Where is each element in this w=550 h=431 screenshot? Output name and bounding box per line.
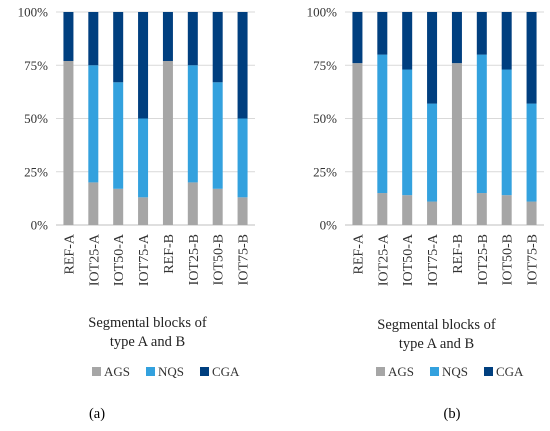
- y-tick-label: 25%: [313, 164, 337, 179]
- x-axis-title: type A and B: [110, 334, 185, 350]
- bar-ags: [476, 193, 487, 225]
- x-axis-title: type A and B: [399, 336, 474, 352]
- bar-nqs: [427, 103, 438, 202]
- bar-ags: [526, 201, 537, 225]
- bar-ags: [138, 197, 149, 225]
- bar-ags: [501, 195, 512, 225]
- legend-label-cga: CGA: [212, 364, 240, 379]
- bar-ags: [352, 63, 363, 226]
- x-tick-label: IOT50-B: [501, 234, 516, 285]
- bar-nqs: [138, 118, 149, 198]
- y-tick-label: 100%: [18, 5, 49, 20]
- bar-cga: [138, 12, 149, 119]
- x-tick-label: IOT25-A: [87, 233, 102, 286]
- y-tick-label: 25%: [24, 164, 48, 179]
- bar-cga: [187, 12, 198, 66]
- x-tick-label: IOT50-B: [212, 234, 227, 285]
- x-tick-label: REF-A: [62, 233, 77, 274]
- bar-nqs: [237, 118, 248, 198]
- bar-ags: [427, 201, 438, 225]
- bar-cga: [476, 12, 487, 55]
- bar-nqs: [402, 69, 413, 196]
- bar-ags: [212, 188, 223, 225]
- legend-swatch-ags: [92, 367, 101, 376]
- bar-ags: [113, 188, 124, 225]
- y-tick-label: 0%: [320, 218, 338, 233]
- bar-ags: [162, 60, 173, 225]
- bar-cga: [526, 12, 537, 104]
- y-tick-label: 50%: [24, 111, 48, 126]
- bar-nqs: [377, 54, 388, 194]
- legend-swatch-ags: [376, 367, 385, 376]
- bar-ags: [451, 63, 462, 226]
- bar-cga: [402, 12, 413, 70]
- x-tick-label: IOT75-B: [526, 234, 541, 285]
- bar-cga: [237, 12, 248, 119]
- x-tick-label: IOT25-B: [476, 234, 491, 285]
- panel-label: (b): [444, 406, 461, 422]
- bar-cga: [377, 12, 388, 55]
- x-tick-label: REF-B: [162, 234, 177, 274]
- x-tick-label: REF-B: [451, 234, 466, 274]
- y-tick-label: 100%: [307, 5, 338, 20]
- x-axis-title: Segmental blocks of: [377, 317, 496, 333]
- legend-label-ags: AGS: [104, 364, 130, 379]
- legend-swatch-cga: [200, 367, 209, 376]
- x-tick-label: REF-A: [351, 233, 366, 274]
- x-tick-label: IOT50-A: [112, 233, 127, 286]
- bar-nqs: [501, 69, 512, 196]
- bar-cga: [427, 12, 438, 104]
- chart-panel-2: 0% 25% 50% 75% 100% REF-A IOT25-A IOT50-A IOT75-…: [307, 5, 544, 422]
- bar-nqs: [187, 65, 198, 183]
- x-axis-title: Segmental blocks of: [88, 315, 207, 331]
- legend-label-ags: AGS: [388, 364, 414, 379]
- legend-label-cga: CGA: [496, 364, 524, 379]
- x-tick-label: IOT75-A: [137, 233, 152, 286]
- bar-cga: [352, 12, 363, 64]
- bar-cga: [501, 12, 512, 70]
- legend-label-nqs: NQS: [158, 364, 184, 379]
- bar-ags: [237, 197, 248, 225]
- bar-cga: [88, 12, 99, 66]
- panel-label: (a): [89, 406, 105, 422]
- bar-ags: [88, 182, 99, 225]
- y-tick-label: 75%: [24, 58, 48, 73]
- x-tick-label: IOT25-A: [376, 233, 391, 286]
- bar-cga: [212, 12, 223, 83]
- bar-nqs: [526, 103, 537, 202]
- bar-cga: [162, 12, 173, 61]
- x-tick-label: IOT75-B: [237, 234, 252, 285]
- chart-panel-1: 0% 25% 50% 75% 100% REF-A IOT25-A IOT50-A IOT75-…: [18, 5, 255, 422]
- x-tick-label: IOT50-A: [401, 233, 416, 286]
- y-tick-label: 75%: [313, 58, 337, 73]
- bar-nqs: [476, 54, 487, 194]
- legend-swatch-cga: [484, 367, 493, 376]
- y-tick-label: 50%: [313, 111, 337, 126]
- y-tick-label: 0%: [31, 218, 49, 233]
- bar-nqs: [88, 65, 99, 183]
- legend-label-nqs: NQS: [442, 364, 468, 379]
- legend-swatch-nqs: [146, 367, 155, 376]
- x-tick-label: IOT25-B: [187, 234, 202, 285]
- bar-ags: [187, 182, 198, 225]
- bar-cga: [113, 12, 124, 83]
- bar-cga: [63, 12, 74, 61]
- bar-nqs: [212, 82, 223, 189]
- x-tick-label: IOT75-A: [426, 233, 441, 286]
- bar-cga: [451, 12, 462, 64]
- bar-ags: [63, 60, 74, 225]
- bar-nqs: [113, 82, 124, 189]
- bar-ags: [402, 195, 413, 225]
- legend-swatch-nqs: [430, 367, 439, 376]
- bar-ags: [377, 193, 388, 225]
